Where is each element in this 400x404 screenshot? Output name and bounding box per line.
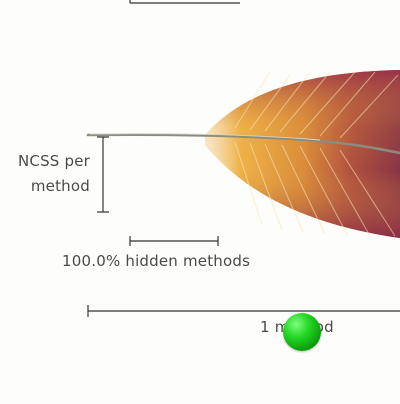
feather-vane-shading: [205, 70, 400, 238]
metric-label-line1: NCSS per: [17, 152, 90, 170]
feather-barbs: [234, 71, 399, 237]
feather-quill-highlight: [89, 133, 321, 141]
hidden-methods-label: 100.0% hidden methods: [62, 252, 251, 270]
feather-quill: [86, 133, 400, 155]
green-marker-ball[interactable]: [283, 313, 321, 351]
metric-label-line2: method: [30, 177, 90, 195]
